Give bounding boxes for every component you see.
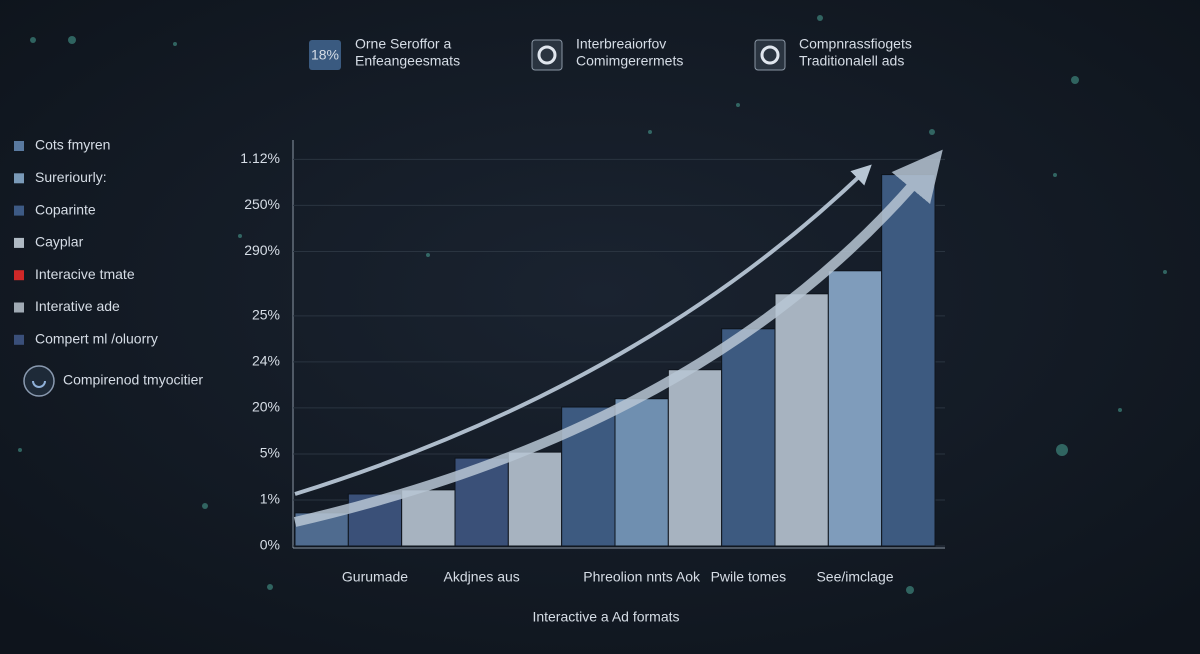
bar <box>667 369 723 547</box>
legend-swatch <box>14 173 24 184</box>
header-icon <box>754 39 786 71</box>
x-tick-label: Phreolion nnts Aok <box>583 569 701 585</box>
plot: 0% 1% 5% 20% 24% 25% 290% 250% 1.12% Gurumade Akdj… <box>240 150 945 585</box>
bar <box>401 489 456 547</box>
bar <box>614 398 669 547</box>
x-tick-label: Pwile tomes <box>711 569 786 585</box>
legend-swatch <box>14 334 24 345</box>
x-tick-label: Gurumade <box>342 569 408 585</box>
legend-label: Interacive tmate <box>35 266 135 282</box>
header-line: Compnrassfiogets <box>799 36 912 52</box>
sidebar-badge-text: Compirenod tmyocitier <box>63 372 203 388</box>
legend-label: Compert ml /oluorry <box>35 331 158 347</box>
legend-swatch <box>14 205 24 216</box>
trend-arrow <box>294 164 872 496</box>
header-badge-box <box>309 40 341 70</box>
legend-label: Cots fmyren <box>35 137 110 153</box>
bar <box>721 328 776 547</box>
y-tick-label: 20% <box>252 399 280 415</box>
legend-swatch <box>14 302 24 313</box>
y-tick-label: 250% <box>244 196 280 212</box>
y-tick-label: 24% <box>252 353 280 369</box>
sidebar-badge-icon <box>23 365 55 397</box>
legend-label: Sureriourly: <box>35 169 107 185</box>
sidebar-badge-glyph <box>32 380 46 388</box>
header-icon-ring <box>760 45 780 65</box>
particles <box>18 15 1167 594</box>
header-line: Orne Seroffor a <box>355 36 451 52</box>
bar <box>774 293 829 547</box>
y-tick-label: 0% <box>260 537 280 553</box>
y-tick-label: 5% <box>260 445 280 461</box>
legend-swatch <box>14 237 24 248</box>
header-line: Comimgerermets <box>576 53 683 69</box>
header-icon-ring <box>537 45 557 65</box>
bar <box>881 174 936 547</box>
y-tick-label: 290% <box>244 242 280 258</box>
header-line: Enfeangeesmats <box>355 53 460 69</box>
header-line: Traditionalell ads <box>799 53 904 69</box>
legend-swatch <box>14 141 24 151</box>
legend-label: Coparinte <box>35 201 96 217</box>
x-tick-label: See/imclage <box>816 569 893 585</box>
legend-swatch <box>14 270 24 281</box>
trend-arrow <box>293 149 943 527</box>
legend-label: Cayplar <box>35 234 84 250</box>
x-axis-title: Interactive a Ad formats <box>532 609 679 625</box>
x-tick-label: Akdjnes aus <box>444 569 520 585</box>
bar <box>827 270 883 547</box>
legend-label: Interative ade <box>35 298 120 314</box>
y-tick-label: 1.12% <box>240 150 280 166</box>
header-badge: 18% <box>311 47 339 63</box>
y-tick-label: 1% <box>260 491 280 507</box>
y-tick-label: 25% <box>252 307 280 323</box>
header-icon <box>531 39 563 71</box>
header-line: Interbreaiorfov <box>576 36 666 52</box>
bar <box>507 451 563 547</box>
